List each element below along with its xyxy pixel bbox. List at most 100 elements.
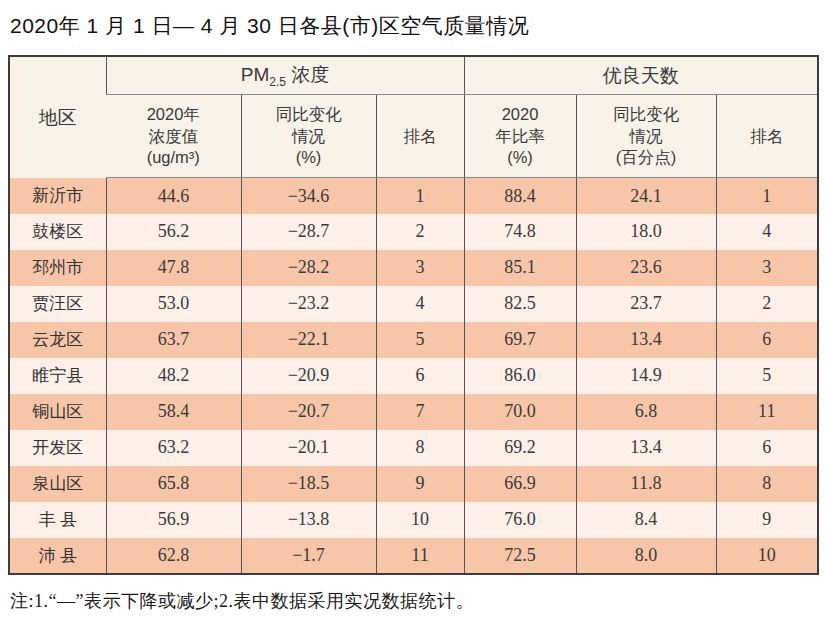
table-header: 地区 PM2.5 浓度 优良天数 2020年 浓度值 (ug/m³) 同比变化 …	[9, 56, 818, 178]
cell-good-ratio: 85.1	[464, 250, 576, 286]
table-row: 贾汪区 53.0 −23.2 4 82.5 23.7 2	[9, 286, 818, 322]
cell-pm-rank: 10	[376, 502, 464, 538]
cell-good-rank: 3	[716, 250, 818, 286]
cell-pm-value: 53.0	[106, 286, 241, 322]
cell-pm-value: 63.7	[106, 322, 241, 358]
header-pm-change: 同比变化 情况 (%)	[241, 95, 376, 178]
cell-good-ratio: 66.9	[464, 466, 576, 502]
table-row: 邳州市 47.8 −28.2 3 85.1 23.6 3	[9, 250, 818, 286]
table-row: 开发区 63.2 −20.1 8 69.2 13.4 6	[9, 430, 818, 466]
table-row: 沛 县 62.8 −1.7 11 72.5 8.0 10	[9, 538, 818, 574]
cell-good-rank: 5	[716, 358, 818, 394]
header-group-row: 地区 PM2.5 浓度 优良天数	[9, 56, 818, 95]
cell-good-ratio: 74.8	[464, 214, 576, 250]
cell-pm-rank: 9	[376, 466, 464, 502]
cell-pm-change: −28.7	[241, 214, 376, 250]
cell-pm-rank: 1	[376, 178, 464, 214]
cell-region: 云龙区	[9, 322, 106, 358]
cell-pm-change: −20.1	[241, 430, 376, 466]
cell-pm-change: −23.2	[241, 286, 376, 322]
cell-pm-rank: 3	[376, 250, 464, 286]
cell-good-ratio: 76.0	[464, 502, 576, 538]
cell-region: 铜山区	[9, 394, 106, 430]
cell-good-change: 18.0	[576, 214, 716, 250]
cell-pm-value: 47.8	[106, 250, 241, 286]
table-row: 云龙区 63.7 −22.1 5 69.7 13.4 6	[9, 322, 818, 358]
cell-good-change: 6.8	[576, 394, 716, 430]
cell-pm-change: −20.9	[241, 358, 376, 394]
cell-good-change: 8.0	[576, 538, 716, 574]
cell-region: 邳州市	[9, 250, 106, 286]
cell-pm-change: −28.2	[241, 250, 376, 286]
cell-pm-change: −13.8	[241, 502, 376, 538]
cell-good-change: 8.4	[576, 502, 716, 538]
cell-good-change: 23.6	[576, 250, 716, 286]
cell-good-ratio: 72.5	[464, 538, 576, 574]
cell-good-rank: 6	[716, 322, 818, 358]
footnote: 注:1.“—”表示下降或减少;2.表中数据采用实况数据统计。	[10, 589, 817, 613]
cell-region: 睢宁县	[9, 358, 106, 394]
header-good-change: 同比变化 情况 (百分点)	[576, 95, 716, 178]
air-quality-table: 地区 PM2.5 浓度 优良天数 2020年 浓度值 (ug/m³) 同比变化 …	[8, 55, 819, 575]
cell-region: 丰 县	[9, 502, 106, 538]
cell-good-rank: 1	[716, 178, 818, 214]
page-title: 2020年 1 月 1 日— 4 月 30 日各县(市)区空气质量情况	[10, 12, 817, 39]
cell-pm-value: 65.8	[106, 466, 241, 502]
table-row: 铜山区 58.4 −20.7 7 70.0 6.8 11	[9, 394, 818, 430]
cell-pm-value: 44.6	[106, 178, 241, 214]
cell-pm-change: −20.7	[241, 394, 376, 430]
cell-pm-rank: 2	[376, 214, 464, 250]
table-body: 新沂市 44.6 −34.6 1 88.4 24.1 1 鼓楼区 56.2 −2…	[9, 178, 818, 574]
cell-pm-change: −1.7	[241, 538, 376, 574]
cell-good-rank: 4	[716, 214, 818, 250]
cell-good-ratio: 82.5	[464, 286, 576, 322]
cell-good-ratio: 88.4	[464, 178, 576, 214]
cell-good-rank: 8	[716, 466, 818, 502]
table-row: 泉山区 65.8 −18.5 9 66.9 11.8 8	[9, 466, 818, 502]
cell-region: 沛 县	[9, 538, 106, 574]
cell-pm-rank: 11	[376, 538, 464, 574]
cell-good-ratio: 70.0	[464, 394, 576, 430]
table-row: 鼓楼区 56.2 −28.7 2 74.8 18.0 4	[9, 214, 818, 250]
cell-pm-rank: 6	[376, 358, 464, 394]
cell-pm-rank: 5	[376, 322, 464, 358]
cell-pm-change: −18.5	[241, 466, 376, 502]
pm25-subscript: 2.5	[269, 75, 286, 89]
cell-good-ratio: 69.7	[464, 322, 576, 358]
cell-good-rank: 10	[716, 538, 818, 574]
header-sub-row: 2020年 浓度值 (ug/m³) 同比变化 情况 (%) 排名 2020 年比…	[9, 95, 818, 178]
header-group-good-days: 优良天数	[464, 56, 818, 95]
cell-pm-value: 63.2	[106, 430, 241, 466]
cell-pm-value: 58.4	[106, 394, 241, 430]
cell-region: 贾汪区	[9, 286, 106, 322]
cell-good-rank: 9	[716, 502, 818, 538]
cell-good-change: 13.4	[576, 322, 716, 358]
header-good-ratio: 2020 年比率 (%)	[464, 95, 576, 178]
cell-region: 泉山区	[9, 466, 106, 502]
cell-region: 开发区	[9, 430, 106, 466]
cell-good-rank: 11	[716, 394, 818, 430]
header-group-pm25: PM2.5 浓度	[106, 56, 464, 95]
page: 2020年 1 月 1 日— 4 月 30 日各县(市)区空气质量情况 地区 P…	[0, 0, 825, 620]
cell-good-change: 14.9	[576, 358, 716, 394]
header-region: 地区	[9, 56, 106, 178]
cell-pm-value: 62.8	[106, 538, 241, 574]
cell-good-change: 24.1	[576, 178, 716, 214]
cell-pm-rank: 8	[376, 430, 464, 466]
header-pm-rank: 排名	[376, 95, 464, 178]
cell-pm-value: 48.2	[106, 358, 241, 394]
cell-good-rank: 2	[716, 286, 818, 322]
header-pm-value: 2020年 浓度值 (ug/m³)	[106, 95, 241, 178]
table-row: 新沂市 44.6 −34.6 1 88.4 24.1 1	[9, 178, 818, 214]
cell-good-change: 23.7	[576, 286, 716, 322]
cell-pm-rank: 7	[376, 394, 464, 430]
table-row: 睢宁县 48.2 −20.9 6 86.0 14.9 5	[9, 358, 818, 394]
cell-good-change: 13.4	[576, 430, 716, 466]
table-row: 丰 县 56.9 −13.8 10 76.0 8.4 9	[9, 502, 818, 538]
cell-good-ratio: 69.2	[464, 430, 576, 466]
cell-pm-value: 56.9	[106, 502, 241, 538]
cell-pm-rank: 4	[376, 286, 464, 322]
cell-region: 鼓楼区	[9, 214, 106, 250]
cell-pm-change: −34.6	[241, 178, 376, 214]
pm25-suffix: 浓度	[286, 64, 329, 85]
